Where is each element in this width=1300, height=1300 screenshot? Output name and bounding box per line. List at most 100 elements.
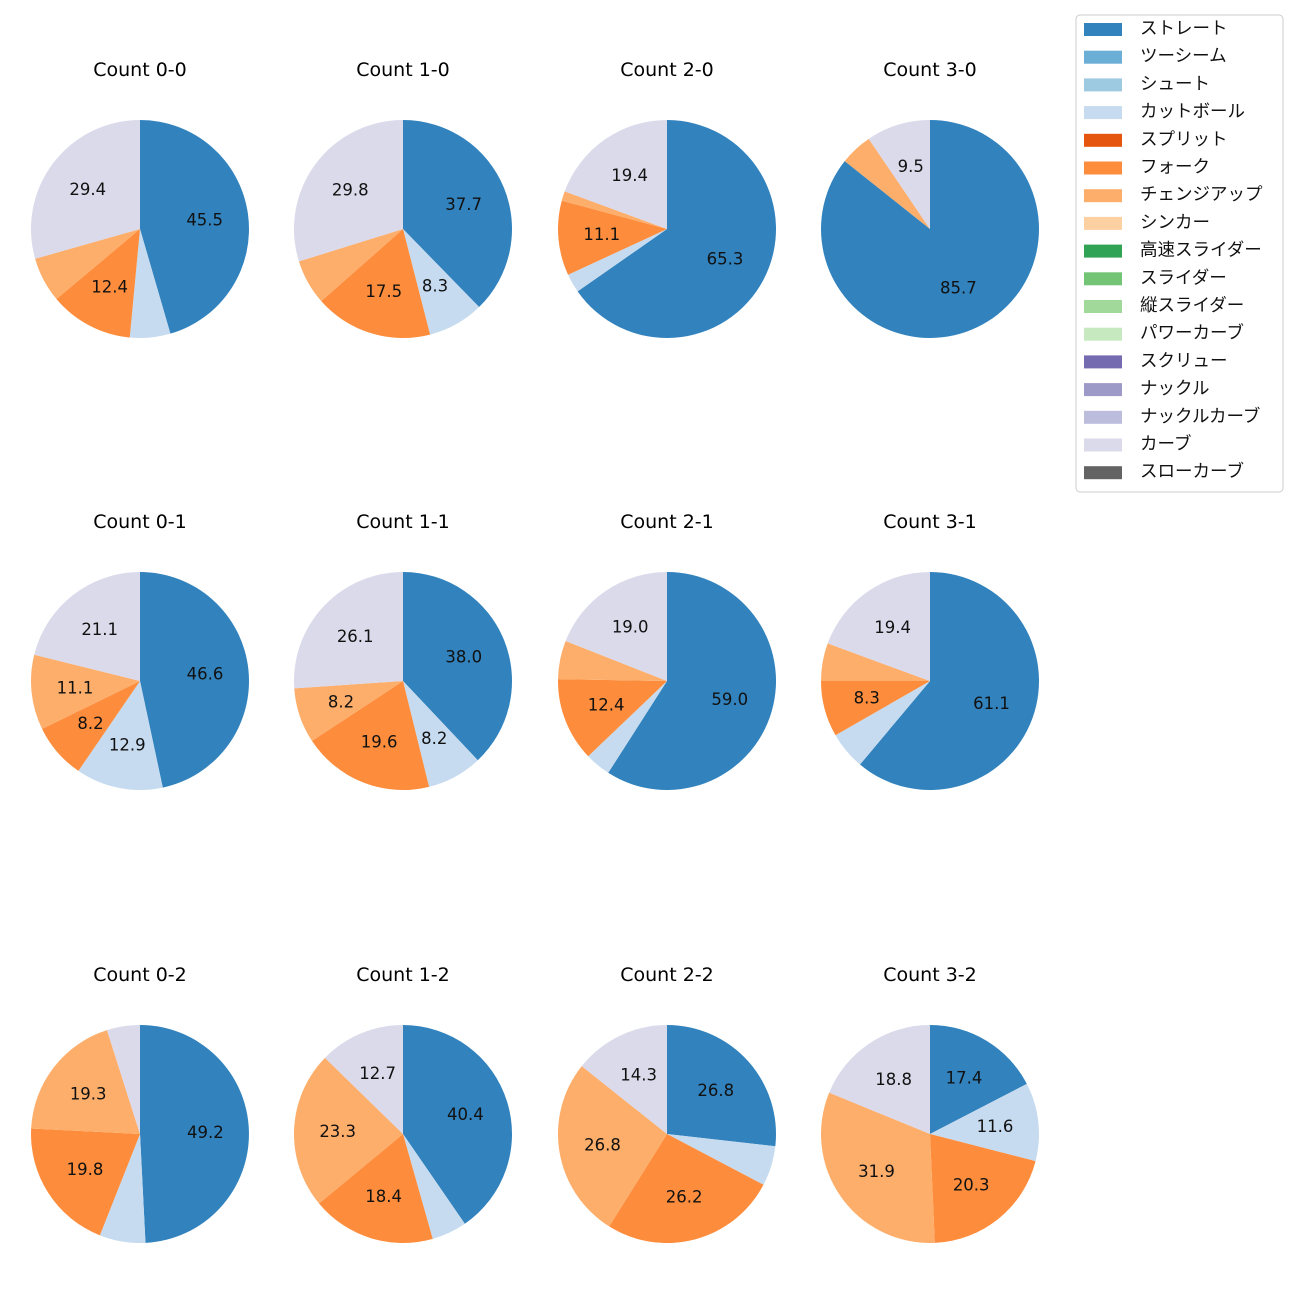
- pie-slice: [129, 229, 171, 339]
- legend-label: シュート: [1140, 74, 1210, 94]
- pie-slice: [293, 1057, 403, 1204]
- pie-panel: Count 0-1 46.6 12.9 8.2 11.1 21.1: [30, 511, 250, 790]
- slice-value-label: 21.1: [81, 620, 118, 639]
- pie-slice: [667, 1134, 776, 1185]
- pie-panel: Count 0-2 49.2 19.8 19.3: [31, 964, 249, 1243]
- pie-title: Count 1-2: [356, 964, 450, 986]
- pie-title: Count 2-0: [620, 59, 714, 81]
- legend-label: フォーク: [1140, 158, 1210, 178]
- slice-value-label: 26.1: [337, 627, 374, 646]
- slice-value-label: 12.4: [91, 277, 128, 296]
- legend-entry: シンカー: [1084, 213, 1210, 233]
- legend-entry: パワーカーブ: [1084, 323, 1244, 344]
- pie-panel: Count 1-1 38.0 8.2 19.6 8.2 26.1: [294, 511, 512, 790]
- legend-entry: スプリット: [1084, 130, 1228, 150]
- legend-entry: カーブ: [1084, 434, 1191, 455]
- legend-entry: 縦スライダー: [1084, 296, 1244, 316]
- legend-swatch: [1084, 355, 1122, 369]
- pie-slice: [78, 681, 163, 790]
- slice-value-label: 19.3: [70, 1085, 107, 1104]
- legend-entry: スライダー: [1084, 268, 1227, 288]
- legend-swatch: [1084, 410, 1122, 424]
- slice-value-label: 19.8: [67, 1160, 104, 1179]
- legend-entry: スクリュー: [1084, 351, 1228, 371]
- pie-slice: [821, 120, 1040, 338]
- pie-panel: Count 0-0 45.5 12.4 29.4: [31, 59, 249, 339]
- pie-slice: [56, 229, 141, 338]
- pie-slice: [294, 681, 403, 741]
- pie-slice: [403, 120, 513, 308]
- pie-title: Count 1-1: [356, 511, 450, 533]
- legend-label: スローカーブ: [1140, 461, 1244, 482]
- pie-slice: [31, 1128, 140, 1236]
- slice-value-label: 11.6: [977, 1117, 1014, 1136]
- pie-title: Count 3-2: [883, 964, 977, 986]
- pie-slice: [568, 229, 667, 292]
- legend-swatch: [1084, 189, 1122, 203]
- legend-entry: フォーク: [1084, 158, 1210, 178]
- pie-slice: [31, 1030, 140, 1134]
- legend-entry: ナックルカーブ: [1084, 406, 1260, 427]
- slice-value-label: 12.9: [109, 736, 146, 755]
- slice-value-label: 17.5: [365, 282, 402, 301]
- legend-label: パワーカーブ: [1140, 323, 1244, 344]
- legend-label: スプリット: [1140, 130, 1228, 150]
- pie-slice: [827, 572, 930, 681]
- pie-slice: [577, 120, 777, 338]
- pie-slice: [324, 1025, 403, 1134]
- legend-label: シンカー: [1140, 213, 1210, 233]
- slice-value-label: 40.4: [447, 1105, 484, 1124]
- pie-panel: Count 2-1 59.0 12.4 19.0: [558, 511, 777, 791]
- slice-value-label: 17.4: [946, 1069, 983, 1088]
- pie-slice: [829, 1025, 930, 1134]
- pie-slice: [35, 229, 140, 300]
- legend-swatch: [1084, 327, 1122, 341]
- pie-title: Count 2-2: [620, 964, 714, 986]
- pie-panel: Count 2-0 65.3 11.1 19.4: [557, 59, 777, 338]
- slice-value-label: 65.3: [707, 250, 744, 269]
- pie-slice: [581, 1025, 667, 1134]
- pie-slice: [30, 654, 141, 729]
- pie-slice: [565, 572, 667, 681]
- pie-slice: [140, 120, 249, 334]
- legend-entry: ナックル: [1084, 379, 1209, 399]
- pie-slice: [558, 641, 667, 681]
- slice-value-label: 8.2: [328, 692, 354, 711]
- pie-slice: [564, 119, 667, 229]
- slice-value-label: 61.1: [973, 694, 1010, 713]
- pie-slice: [844, 138, 930, 229]
- pie-panel: Count 3-0 85.7 9.5: [821, 59, 1040, 338]
- slice-value-label: 12.7: [359, 1064, 396, 1083]
- legend-label: チェンジアップ: [1140, 185, 1263, 205]
- pie-slice: [561, 191, 667, 229]
- legend-swatch: [1084, 272, 1122, 286]
- legend-items: ストレートツーシームシュートカットボールスプリットフォークチェンジアップシンカー…: [1084, 19, 1263, 482]
- slice-value-label: 38.0: [445, 647, 482, 666]
- legend-label: 縦スライダー: [1140, 296, 1244, 316]
- pie-panel: Count 1-2 40.4 18.4 23.3 12.7: [293, 964, 513, 1243]
- pie-slice: [403, 572, 512, 761]
- slice-value-label: 11.1: [57, 678, 94, 697]
- slice-value-label: 29.8: [332, 181, 369, 200]
- slice-value-label: 26.8: [697, 1081, 734, 1100]
- slice-value-label: 8.3: [854, 688, 880, 707]
- legend-swatch: [1084, 244, 1122, 258]
- slice-value-label: 37.7: [445, 195, 482, 214]
- legend-entry: シュート: [1084, 74, 1210, 94]
- pie-slice: [859, 572, 1039, 791]
- pie-slice: [930, 1025, 1027, 1134]
- pie-slice: [608, 572, 777, 791]
- pie-slice: [667, 1025, 776, 1147]
- slice-value-label: 8.2: [421, 729, 447, 748]
- slice-value-label: 19.6: [361, 732, 398, 751]
- legend-swatch: [1084, 161, 1122, 175]
- legend-entry: ツーシーム: [1084, 47, 1227, 67]
- pie-slice: [821, 1092, 935, 1243]
- pie-slice: [557, 200, 667, 275]
- slice-value-label: 18.4: [365, 1187, 402, 1206]
- slice-value-label: 11.1: [583, 225, 620, 244]
- legend-entry: ストレート: [1084, 19, 1228, 39]
- pie-slice: [403, 1025, 513, 1224]
- pie-slice: [311, 681, 430, 790]
